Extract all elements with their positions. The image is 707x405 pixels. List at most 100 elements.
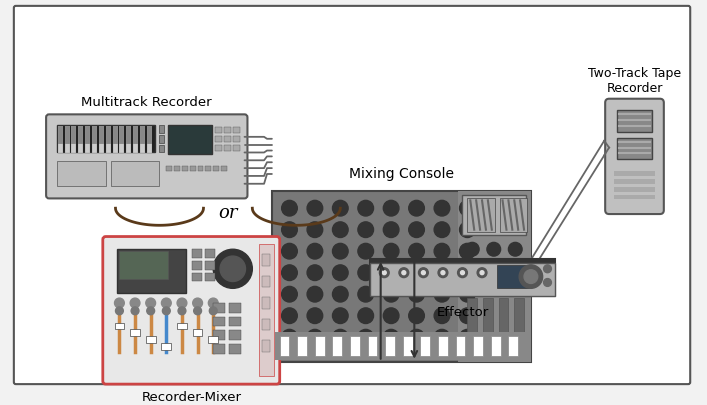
Circle shape <box>307 286 322 302</box>
Circle shape <box>409 222 424 237</box>
Bar <box>119 251 168 279</box>
Bar <box>192 261 201 270</box>
Circle shape <box>544 279 551 286</box>
Bar <box>117 249 186 293</box>
Circle shape <box>307 222 322 237</box>
Circle shape <box>438 268 448 277</box>
Circle shape <box>147 307 155 315</box>
Bar <box>385 336 395 356</box>
Circle shape <box>383 243 399 259</box>
Bar <box>298 336 307 356</box>
Circle shape <box>194 307 201 315</box>
Bar <box>350 336 360 356</box>
Bar <box>192 273 201 281</box>
Text: or: or <box>218 204 238 222</box>
Bar <box>57 161 106 186</box>
Circle shape <box>281 243 298 259</box>
Circle shape <box>130 298 140 308</box>
Circle shape <box>358 286 373 302</box>
Circle shape <box>332 200 348 216</box>
Bar <box>259 244 274 376</box>
Bar <box>262 276 270 288</box>
Circle shape <box>480 271 484 275</box>
Circle shape <box>434 286 450 302</box>
Circle shape <box>332 286 348 302</box>
Circle shape <box>465 264 479 277</box>
Circle shape <box>307 243 322 259</box>
Circle shape <box>434 265 450 281</box>
Bar <box>229 344 240 354</box>
Circle shape <box>382 271 386 275</box>
Bar <box>617 111 652 132</box>
Circle shape <box>460 265 475 281</box>
Circle shape <box>383 286 399 302</box>
Circle shape <box>409 243 424 259</box>
Circle shape <box>214 249 252 288</box>
Bar <box>462 196 526 234</box>
Bar <box>332 336 342 356</box>
Circle shape <box>457 268 467 277</box>
Bar <box>214 344 225 354</box>
Circle shape <box>358 329 373 345</box>
Bar <box>497 265 531 288</box>
Bar <box>115 322 124 329</box>
Circle shape <box>409 200 424 216</box>
Circle shape <box>383 265 399 281</box>
Circle shape <box>409 308 424 324</box>
Bar <box>158 135 164 143</box>
Circle shape <box>465 243 479 256</box>
Bar <box>614 179 655 184</box>
Circle shape <box>477 268 487 277</box>
Circle shape <box>131 307 139 315</box>
Circle shape <box>358 200 373 216</box>
Circle shape <box>193 298 202 308</box>
Bar <box>438 336 448 356</box>
Circle shape <box>209 307 217 315</box>
Bar <box>215 136 222 142</box>
Bar <box>110 161 160 186</box>
Circle shape <box>281 222 298 237</box>
Text: Multitrack Recorder: Multitrack Recorder <box>81 96 212 109</box>
Circle shape <box>115 298 124 308</box>
Bar <box>161 343 171 350</box>
Bar <box>214 166 219 171</box>
Circle shape <box>383 200 399 216</box>
Bar <box>146 336 156 343</box>
Bar <box>192 249 201 258</box>
Text: Effector: Effector <box>436 306 489 319</box>
Bar <box>193 329 202 336</box>
Circle shape <box>460 271 464 275</box>
Bar <box>498 298 508 337</box>
Circle shape <box>332 222 348 237</box>
Bar <box>370 263 555 296</box>
Bar <box>455 336 465 356</box>
Bar <box>57 125 155 152</box>
Bar <box>457 191 531 362</box>
Bar <box>467 198 495 232</box>
Circle shape <box>460 200 475 216</box>
Circle shape <box>209 298 218 308</box>
Bar <box>215 127 222 133</box>
Circle shape <box>421 271 426 275</box>
Circle shape <box>332 265 348 281</box>
Circle shape <box>358 308 373 324</box>
Circle shape <box>178 307 186 315</box>
Bar <box>508 336 518 356</box>
Text: Mixing Console: Mixing Console <box>349 167 454 181</box>
Circle shape <box>146 298 156 308</box>
Circle shape <box>508 264 522 277</box>
Bar <box>224 136 230 142</box>
Circle shape <box>115 307 123 315</box>
Circle shape <box>161 298 171 308</box>
Circle shape <box>409 329 424 345</box>
Circle shape <box>281 265 298 281</box>
Circle shape <box>434 243 450 259</box>
Bar <box>214 330 225 340</box>
Circle shape <box>307 329 322 345</box>
Circle shape <box>460 286 475 302</box>
Bar <box>182 166 188 171</box>
Bar <box>233 127 240 133</box>
Circle shape <box>434 200 450 216</box>
FancyBboxPatch shape <box>14 6 690 384</box>
Circle shape <box>434 222 450 237</box>
